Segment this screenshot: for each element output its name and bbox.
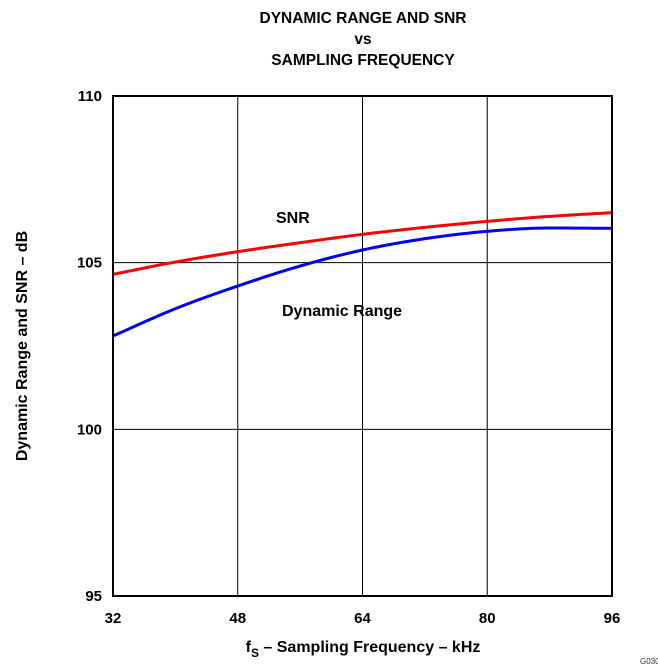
- x-tick-label: 96: [604, 610, 621, 627]
- series-line-snr: [112, 211, 613, 276]
- series-label-dynamic-range: Dynamic Range: [282, 303, 402, 320]
- x-tick-label: 32: [105, 610, 122, 627]
- x-tick-labels: 32 48 64 80 96: [105, 610, 621, 627]
- y-tick-label: 100: [77, 421, 102, 438]
- x-tick-label: 64: [354, 610, 371, 627]
- series-line-dynamic-range: [112, 226, 613, 338]
- x-axis-label-main: f: [246, 639, 252, 656]
- plot-frame: [112, 95, 613, 597]
- y-tick-label: 105: [77, 255, 102, 272]
- grid: [112, 95, 613, 597]
- chart-title-line-2: vs: [354, 31, 371, 48]
- x-tick-label: 48: [229, 610, 246, 627]
- x-axis-label-rest: – Sampling Frequency – kHz: [259, 639, 480, 656]
- y-tick-label: 95: [85, 588, 102, 605]
- x-tick-label: 80: [479, 610, 496, 627]
- y-tick-label: 110: [78, 88, 102, 105]
- y-axis-label: Dynamic Range and SNR – dB: [14, 231, 31, 461]
- chart-title-line-3: SAMPLING FREQUENCY: [271, 52, 455, 69]
- series-lines: [112, 211, 613, 338]
- x-axis-label: fS – Sampling Frequency – kHz: [246, 639, 481, 660]
- figure-id: G030: [640, 657, 658, 665]
- y-tick-labels: 95 100 105 110: [77, 88, 102, 605]
- chart-title-line-1: DYNAMIC RANGE AND SNR: [260, 10, 467, 27]
- series-label-snr: SNR: [276, 210, 310, 227]
- x-axis-label-sub: S: [251, 646, 259, 660]
